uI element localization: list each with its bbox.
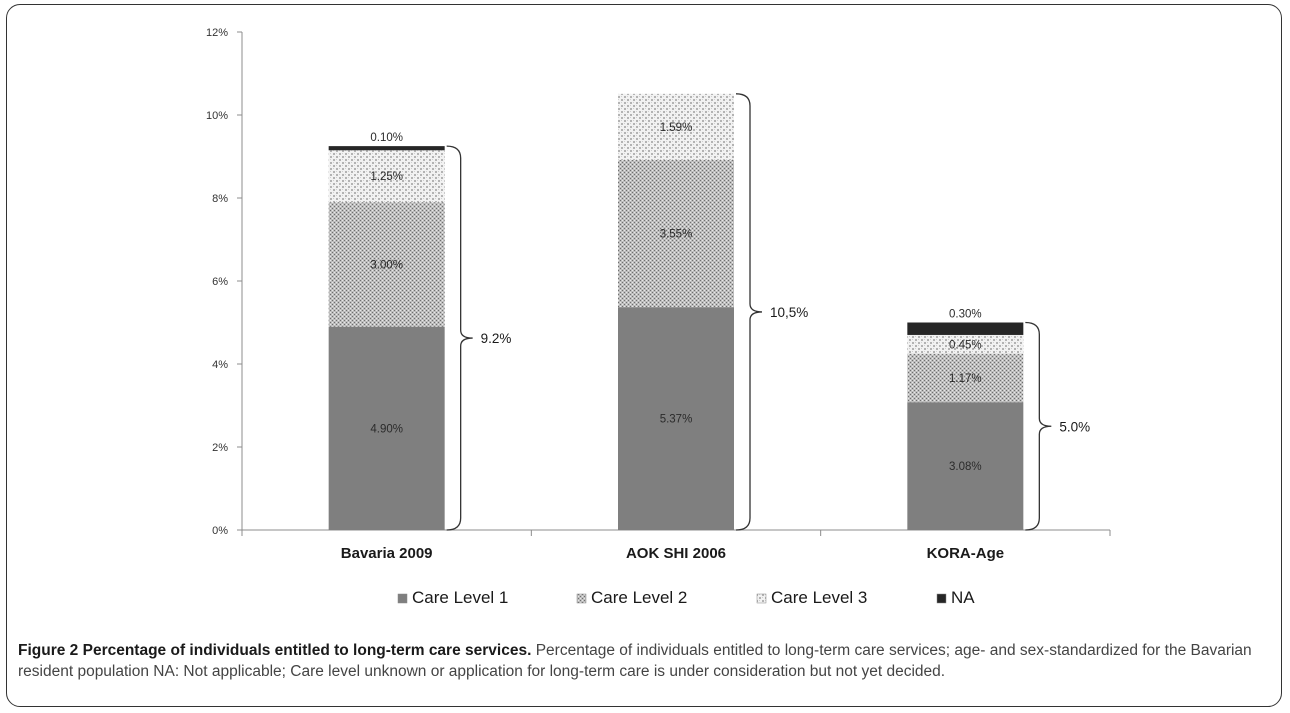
bar-segment	[328, 150, 445, 203]
caption-label: Figure 2	[18, 642, 79, 659]
x-category-label: KORA-Age	[927, 545, 1005, 562]
data-label: 1.25%	[370, 171, 403, 183]
figure-caption: Figure 2 Percentage of individuals entit…	[18, 640, 1268, 682]
legend-swatch	[576, 593, 587, 604]
data-label: 0.30%	[949, 309, 982, 321]
data-label: 0.45%	[949, 339, 982, 351]
data-label: 0.10%	[370, 132, 403, 144]
total-label: 5.0%	[1059, 419, 1090, 434]
total-braces: 9.2% 10,5% 5.0%	[446, 93, 1090, 531]
bars	[328, 93, 1024, 530]
y-tick-label: 0%	[212, 525, 228, 537]
bar-segment	[907, 353, 1024, 403]
y-tick-label: 12%	[206, 27, 228, 39]
data-label: 4.90%	[370, 423, 403, 435]
x-category-label: AOK SHI 2006	[626, 545, 726, 562]
bar-segment	[618, 93, 734, 160]
legend-label: NA	[951, 588, 975, 607]
y-tick-label: 10%	[206, 110, 228, 122]
data-label: 3.00%	[370, 259, 403, 271]
bar-segment	[907, 334, 1024, 354]
data-labels: 4.90% 3.00% 1.25% 0.10% 5.37% 3.55% 1.59% 3.08%…	[370, 122, 981, 473]
y-tick-label: 4%	[212, 359, 228, 371]
legend: Care Level 1 Care Level 2 Care Level 3 NA	[397, 588, 975, 607]
data-label: 1.59%	[660, 122, 693, 134]
bar-segment	[328, 146, 445, 151]
bar-segment	[328, 202, 445, 327]
total-label: 9.2%	[481, 331, 512, 346]
total-brace	[735, 93, 763, 531]
y-tick-label: 6%	[212, 276, 228, 288]
legend-swatch	[397, 593, 408, 604]
data-label: 5.37%	[660, 414, 693, 426]
total-brace	[446, 145, 473, 531]
bar-segment	[618, 159, 734, 308]
legend-label: Care Level 2	[591, 588, 687, 607]
y-tick-label: 2%	[212, 442, 228, 454]
bar-segment	[907, 402, 1024, 530]
total-label: 10,5%	[770, 305, 808, 320]
stacked-bar-chart: 0% 2% 4% 6% 8% 10% 12% Bavaria 2009 AOK SHI 2006…	[206, 27, 1111, 607]
caption-title: Percentage of individuals entitled to lo…	[82, 642, 532, 659]
data-label: 3.55%	[660, 228, 693, 240]
x-category-label: Bavaria 2009	[341, 545, 433, 562]
bar-segment	[328, 326, 445, 530]
legend-label: Care Level 3	[771, 588, 867, 607]
legend-label: Care Level 1	[412, 588, 508, 607]
legend-swatch	[936, 593, 947, 604]
data-label: 3.08%	[949, 461, 982, 473]
bar-segment	[618, 307, 734, 530]
total-brace	[1025, 321, 1052, 531]
data-label: 1.17%	[949, 373, 982, 385]
caption-text: Percentage of individuals entitled to lo…	[18, 642, 1252, 680]
legend-swatch	[756, 593, 767, 604]
y-tick-label: 8%	[212, 193, 228, 205]
bar-segment	[907, 322, 1024, 335]
